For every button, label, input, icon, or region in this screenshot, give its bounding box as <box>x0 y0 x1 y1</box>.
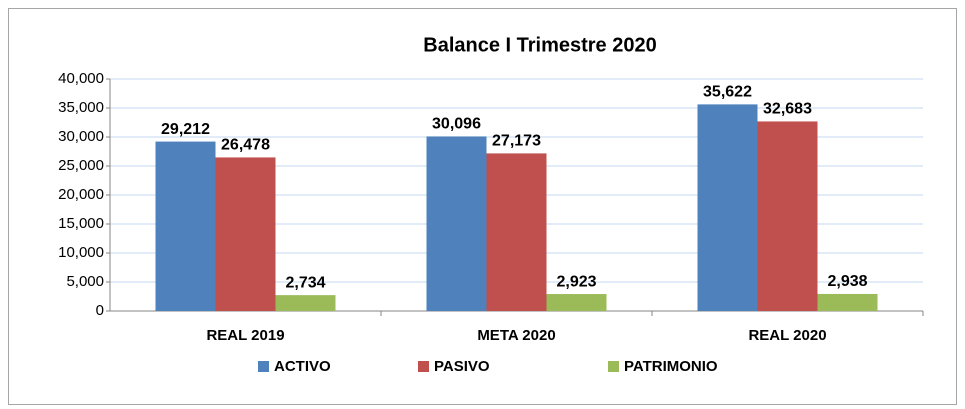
y-tick-label: 20,000 <box>58 186 104 203</box>
bar <box>155 141 216 311</box>
y-tick-label: 5,000 <box>66 273 104 290</box>
y-tick-label: 0 <box>96 302 104 319</box>
value-label: 2,938 <box>827 273 867 290</box>
value-label: 32,683 <box>763 101 812 118</box>
value-label: 35,622 <box>703 84 752 101</box>
value-label: 27,173 <box>492 133 541 150</box>
x-tick-label: META 2020 <box>477 327 555 344</box>
legend-swatch <box>418 361 429 372</box>
bar <box>697 104 758 312</box>
y-tick-label: 25,000 <box>58 157 104 174</box>
y-tick-label: 30,000 <box>58 128 104 145</box>
y-tick-label: 40,000 <box>58 70 104 87</box>
x-tick-label: REAL 2019 <box>206 327 284 344</box>
bar <box>426 136 487 311</box>
value-label: 26,478 <box>221 137 270 154</box>
y-tick-label: 15,000 <box>58 215 104 232</box>
bar <box>215 157 276 311</box>
legend-swatch <box>258 361 269 372</box>
x-tick-label: REAL 2020 <box>748 327 826 344</box>
value-label: 2,734 <box>285 274 325 291</box>
value-label: 29,212 <box>161 121 210 138</box>
bar <box>486 153 547 311</box>
value-label: 30,096 <box>432 116 481 133</box>
y-tick-label: 10,000 <box>58 244 104 261</box>
legend-label: PATRIMONIO <box>624 358 718 375</box>
value-label: 2,923 <box>556 273 596 290</box>
legend-label: ACTIVO <box>274 358 331 375</box>
bar <box>817 293 878 311</box>
chart-title: Balance I Trimestre 2020 <box>423 34 656 56</box>
bar <box>275 295 336 311</box>
bar <box>757 121 818 311</box>
legend-swatch <box>608 361 619 372</box>
bar <box>546 294 607 311</box>
legend-label: PASIVO <box>434 358 490 375</box>
y-tick-label: 35,000 <box>58 99 104 116</box>
